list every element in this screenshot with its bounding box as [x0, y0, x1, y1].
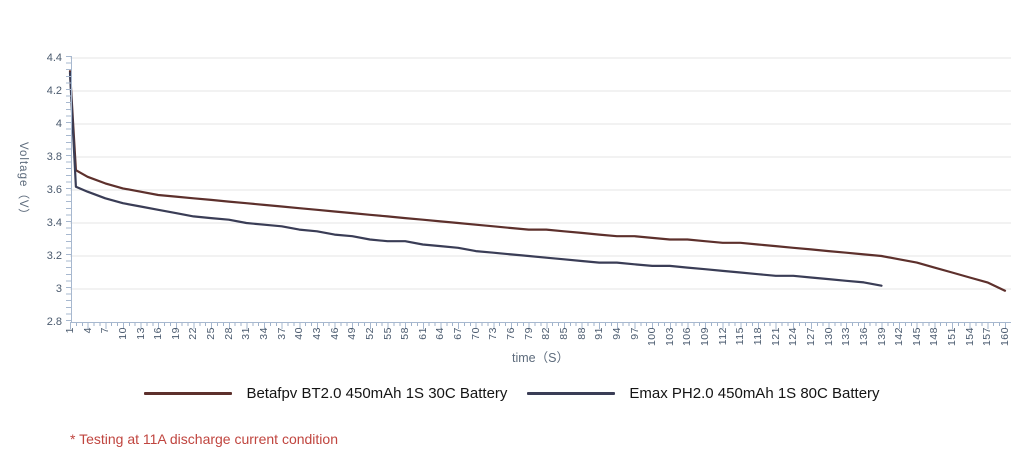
x-tick-label-97: 97	[628, 327, 641, 340]
x-tick-label-79: 79	[522, 327, 535, 340]
x-tick-label-22: 22	[187, 327, 200, 340]
x-tick-label-91: 91	[593, 327, 606, 340]
x-tick-label-106: 106	[681, 327, 694, 347]
x-tick-label-16: 16	[152, 327, 165, 340]
legend-item-betafpv: Betafpv BT2.0 450mAh 1S 30C Battery	[144, 385, 507, 402]
x-tick-label-52: 52	[363, 327, 376, 340]
x-tick-label-67: 67	[452, 327, 465, 340]
x-tick-label-25: 25	[205, 327, 218, 340]
x-tick-label-28: 28	[222, 327, 235, 340]
x-tick-label-148: 148	[928, 327, 941, 347]
betafpv-line-sample	[144, 392, 233, 395]
x-tick-label-94: 94	[610, 327, 623, 340]
x-tick-label-13: 13	[134, 327, 147, 340]
y-tick-label-4.2: 4.2	[46, 85, 62, 97]
x-tick-label-157: 157	[981, 327, 994, 347]
y-tick-label-3.2: 3.2	[46, 250, 62, 262]
x-tick-label-115: 115	[734, 327, 747, 346]
x-tick-label-127: 127	[804, 327, 817, 347]
x-tick-label-64: 64	[434, 327, 447, 340]
y-tick-label-2.8: 2.8	[46, 316, 62, 328]
chart-legend: Betafpv BT2.0 450mAh 1S 30C Battery Emax…	[0, 385, 1024, 402]
x-tick-label-58: 58	[399, 327, 412, 340]
x-tick-label-136: 136	[857, 327, 870, 347]
x-tick-label-100: 100	[646, 327, 659, 347]
x-tick-label-43: 43	[310, 327, 323, 340]
x-tick-label-130: 130	[822, 327, 835, 347]
x-tick-label-142: 142	[893, 327, 906, 347]
x-tick-label-145: 145	[910, 327, 923, 347]
x-tick-label-82: 82	[540, 327, 553, 340]
x-tick-label-151: 151	[946, 327, 959, 347]
x-tick-label-88: 88	[575, 327, 588, 340]
x-tick-label-55: 55	[381, 327, 394, 340]
x-tick-label-7: 7	[99, 327, 112, 334]
y-tick-label-4: 4	[55, 118, 62, 130]
y-axis-line	[66, 56, 72, 323]
x-tick-label-121: 121	[769, 327, 782, 347]
x-tick-label-85: 85	[557, 327, 570, 340]
y-tick-label-3.4: 3.4	[46, 217, 62, 229]
x-tick-label-37: 37	[275, 327, 288, 340]
x-tick-label-61: 61	[416, 327, 429, 340]
x-tick-label-49: 49	[346, 327, 359, 340]
x-tick-label-73: 73	[487, 327, 500, 340]
x-tick-label-10: 10	[116, 327, 129, 340]
x-tick-label-76: 76	[505, 327, 518, 340]
x-tick-label-124: 124	[787, 327, 800, 347]
series-line-0	[68, 70, 1007, 292]
y-tick-label-4.4: 4.4	[46, 52, 62, 64]
y-tick-label-3: 3	[55, 283, 62, 295]
x-tick-label-19: 19	[169, 327, 182, 340]
gridlines	[70, 57, 1011, 290]
testing-condition-note: * Testing at 11A discharge current condi…	[70, 431, 338, 447]
x-tick-label-109: 109	[699, 327, 712, 347]
x-tick-label-46: 46	[328, 327, 341, 340]
x-tick-label-34: 34	[258, 327, 271, 340]
x-tick-label-70: 70	[469, 327, 482, 340]
x-tick-label-112: 112	[716, 327, 729, 346]
y-axis-title: Voltage（V）	[17, 142, 29, 222]
legend-label-emax: Emax PH2.0 450mAh 1S 80C Battery	[629, 385, 880, 402]
x-axis-line	[70, 322, 1011, 330]
x-tick-label-118: 118	[752, 327, 765, 346]
x-tick-label-4: 4	[81, 327, 94, 334]
x-axis-title: time（S）	[512, 351, 569, 365]
x-tick-label-160: 160	[998, 327, 1011, 347]
series-lines	[68, 70, 1007, 292]
x-tick-label-1: 1	[64, 327, 76, 334]
x-tick-label-103: 103	[663, 327, 676, 347]
x-tick-label-31: 31	[240, 327, 253, 340]
series-line-1	[68, 71, 883, 287]
x-tick-label-154: 154	[963, 327, 976, 347]
x-tick-label-139: 139	[875, 327, 888, 347]
y-tick-label-3.6: 3.6	[46, 184, 62, 196]
y-tick-label-3.8: 3.8	[46, 151, 62, 163]
legend-label-betafpv: Betafpv BT2.0 450mAh 1S 30C Battery	[246, 385, 508, 402]
legend-item-emax: Emax PH2.0 450mAh 1S 80C Battery	[527, 385, 880, 402]
emax-line-sample	[527, 392, 616, 395]
x-tick-label-133: 133	[840, 327, 853, 347]
x-tick-label-40: 40	[293, 327, 306, 340]
